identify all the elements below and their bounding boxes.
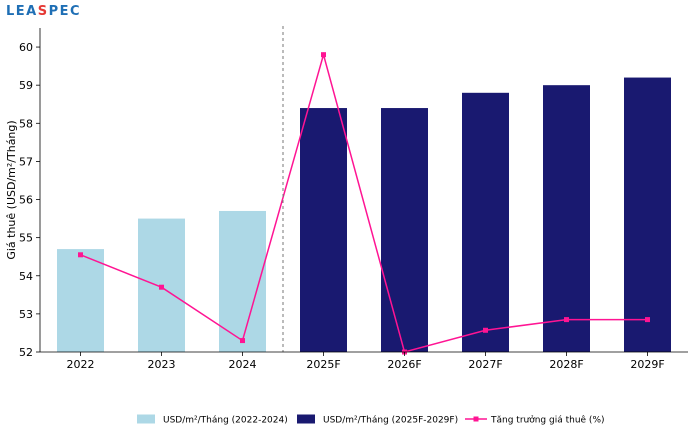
- x-tick-label-2026f: 2026F: [387, 358, 421, 371]
- y-axis-title: Giá thuê (USD/m²/Tháng): [5, 120, 18, 259]
- bar-2029f: [624, 77, 671, 352]
- growth-point-2029f: [645, 317, 650, 323]
- y-tick-label-53: 53: [19, 308, 33, 321]
- x-tick-label-2024: 2024: [229, 358, 257, 371]
- bar-2026f: [381, 108, 428, 352]
- bar-2025f: [300, 108, 347, 352]
- bars-layer: [57, 77, 671, 353]
- legend-marker-growth: [473, 416, 479, 422]
- y-tick-label-56: 56: [19, 194, 33, 207]
- chart-legend: USD/m²/Tháng (2022-2024) USD/m²/Tháng (20…: [137, 414, 605, 426]
- axes-layer: 52 53 54 55 56 57 58 59 60 2022 2023 2024 2025F 2026F…: [5, 26, 688, 371]
- legend-label-0: USD/m²/Tháng (2022-2024): [163, 416, 288, 426]
- growth-point-2025f: [321, 52, 326, 58]
- growth-point-2022: [78, 252, 83, 258]
- x-tick-label-2023: 2023: [148, 358, 176, 371]
- y-tick-label-57: 57: [19, 155, 33, 168]
- y-tick-label-60: 60: [19, 41, 33, 54]
- growth-line: [80, 51, 648, 353]
- bar-2022: [57, 249, 104, 352]
- x-tick-label-2022: 2022: [67, 358, 95, 371]
- y-tick-label-54: 54: [19, 270, 33, 283]
- brand-logo: LEASPEC: [6, 4, 82, 19]
- y-tick-label-59: 59: [19, 79, 33, 92]
- growth-point-2027f: [483, 327, 488, 333]
- y-tick-label-58: 58: [19, 117, 33, 130]
- bar-2024: [219, 210, 266, 352]
- x-tick-label-2025f: 2025F: [306, 358, 340, 371]
- x-tick-label-2029f: 2029F: [630, 358, 664, 371]
- y-tick-label-52: 52: [19, 346, 33, 359]
- x-tick-label-2028f: 2028F: [549, 358, 583, 371]
- y-tick-label-55: 55: [19, 232, 33, 245]
- growth-point-2024: [240, 338, 245, 344]
- bar-2027f: [462, 92, 509, 353]
- legend-label-1: USD/m²/Tháng (2025F-2029F): [323, 416, 458, 426]
- growth-point-2023: [159, 284, 164, 290]
- x-tick-label-2027f: 2027F: [468, 358, 502, 371]
- growth-point-2028f: [564, 317, 569, 323]
- legend-swatch-1: [297, 414, 315, 424]
- legend-swatch-0: [137, 414, 155, 424]
- bar-2028f: [543, 85, 590, 353]
- legend-label-2: Tăng trưởng giá thuê (%): [490, 415, 605, 426]
